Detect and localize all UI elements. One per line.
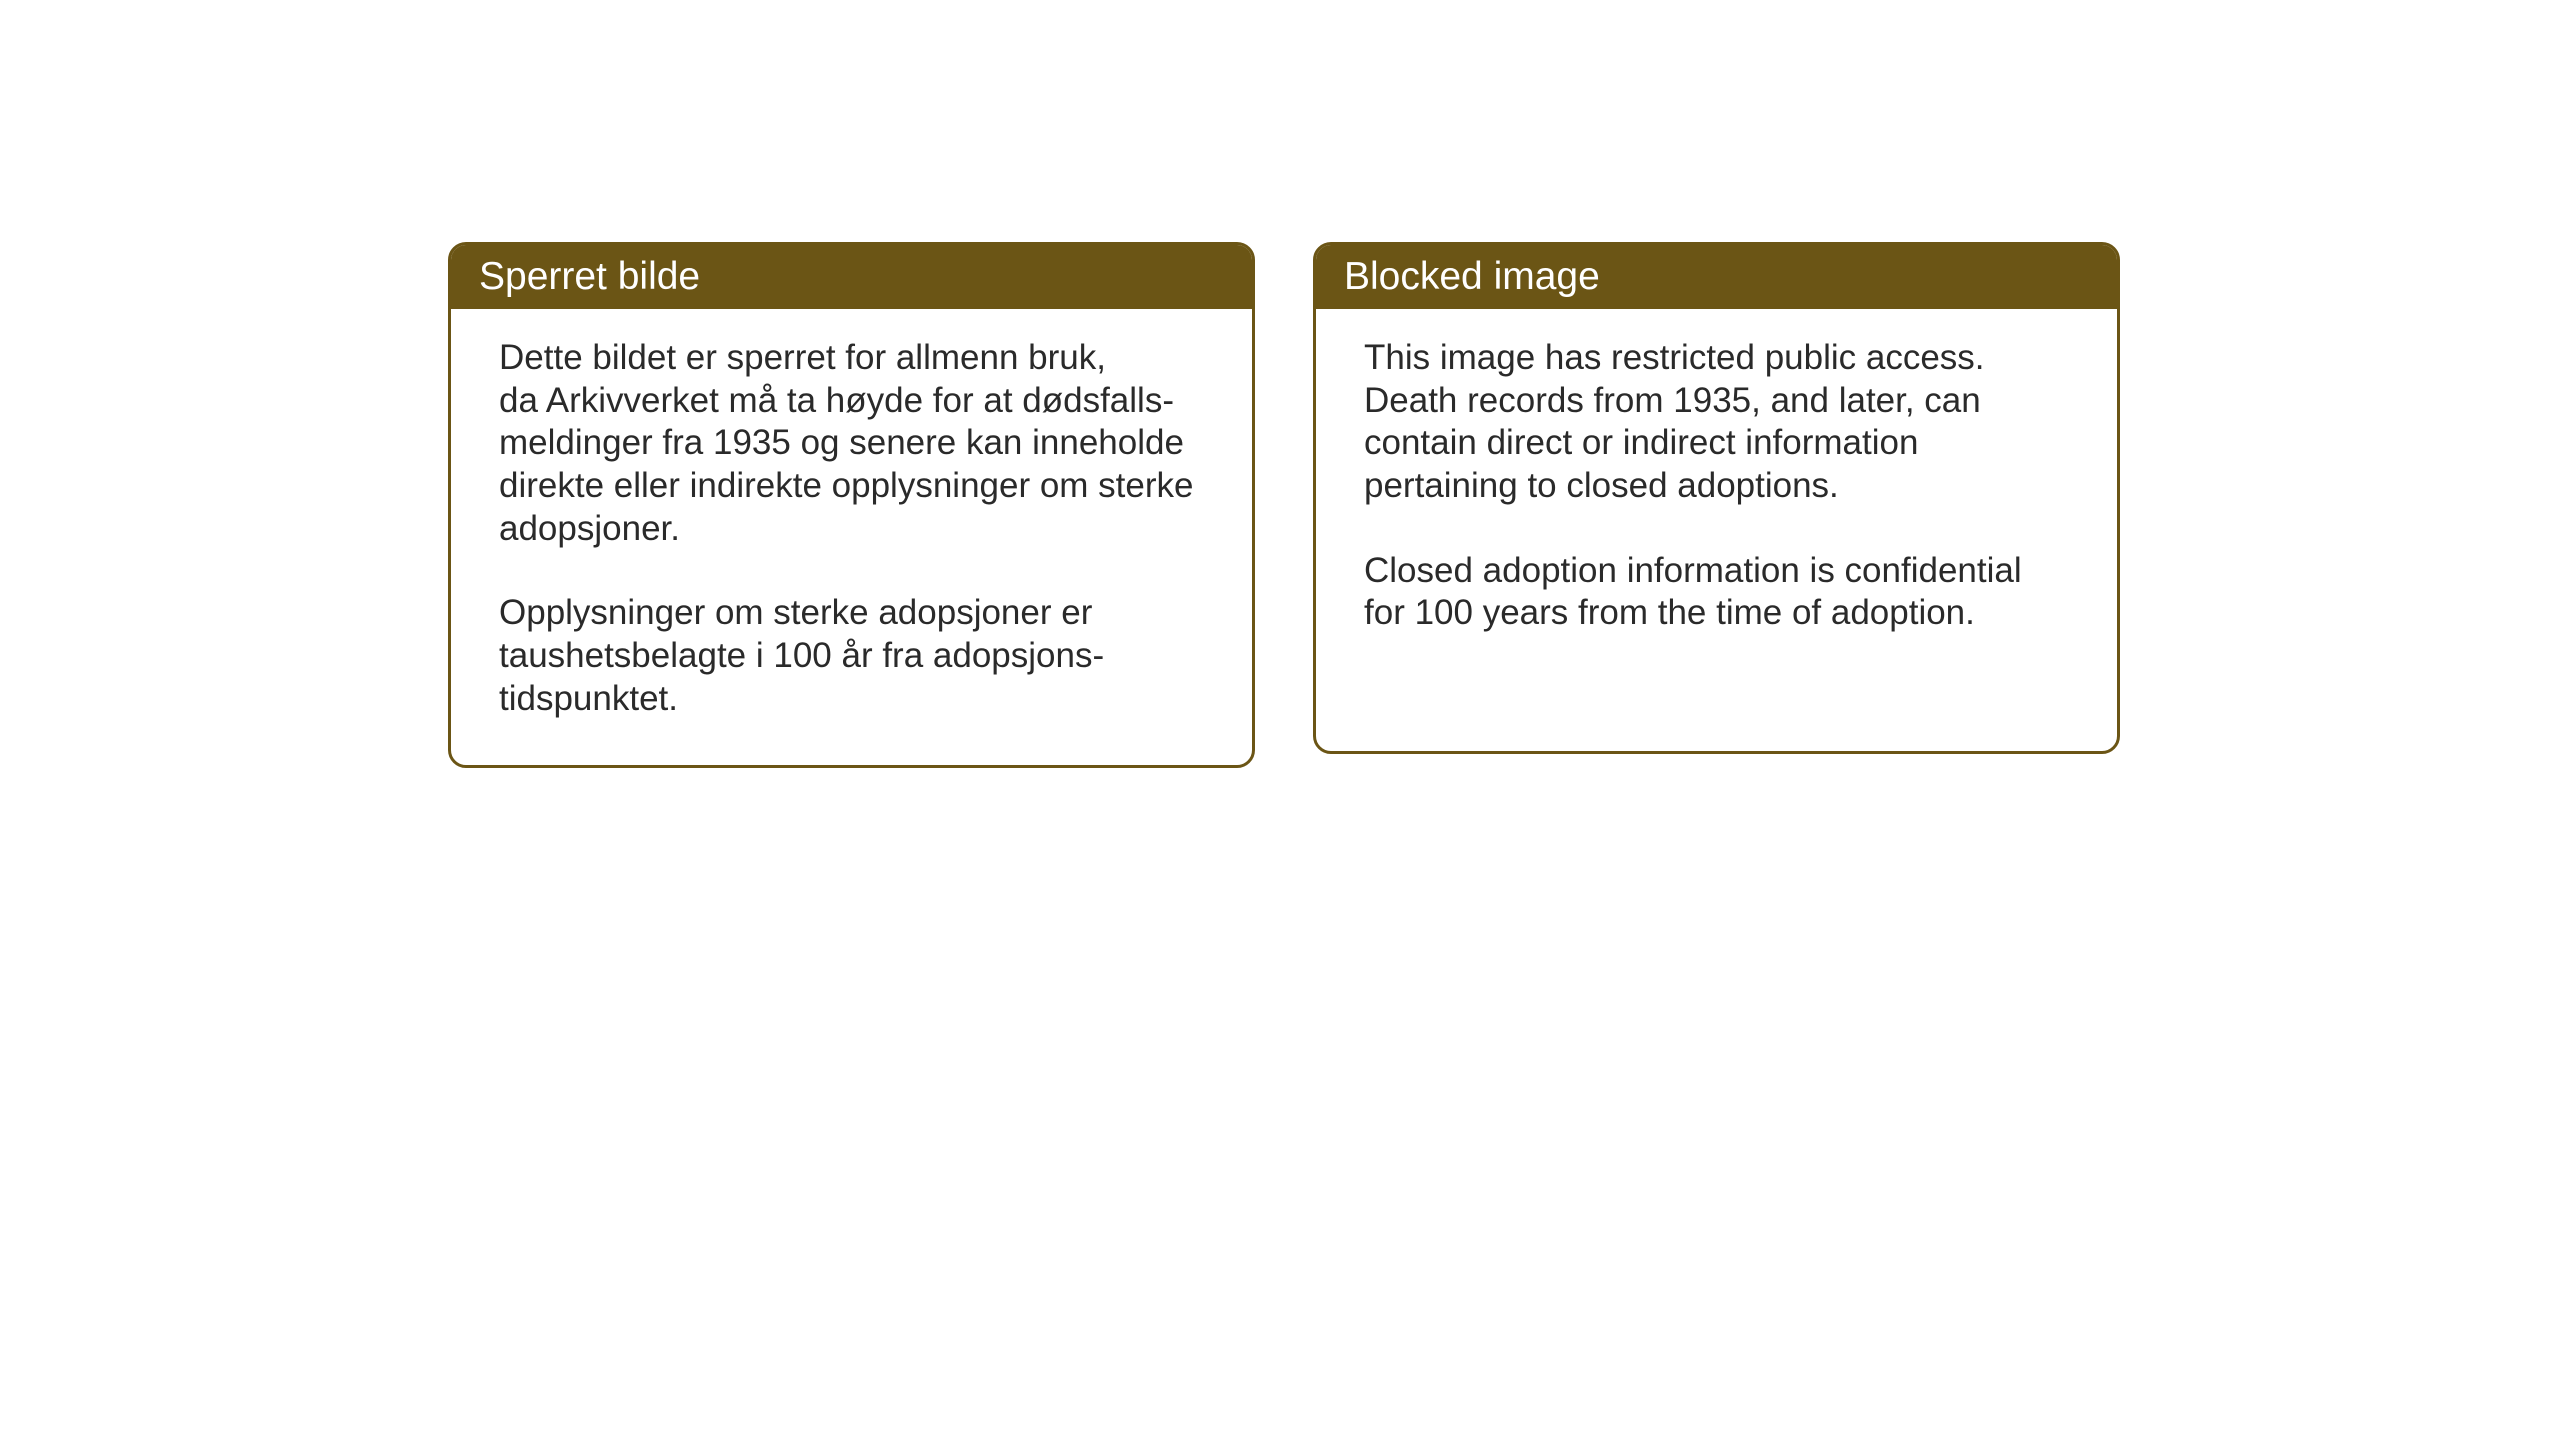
- notice-card-norwegian: Sperret bilde Dette bildet er sperret fo…: [448, 242, 1255, 768]
- card-header-norwegian: Sperret bilde: [451, 245, 1252, 309]
- card-header-english: Blocked image: [1316, 245, 2117, 309]
- notice-card-english: Blocked image This image has restricted …: [1313, 242, 2120, 754]
- card-title-english: Blocked image: [1344, 255, 1600, 298]
- card-title-norwegian: Sperret bilde: [479, 255, 700, 298]
- card-paragraph-2-english: Closed adoption information is confident…: [1364, 550, 2069, 635]
- card-paragraph-2-norwegian: Opplysninger om sterke adopsjoner er tau…: [499, 592, 1204, 720]
- card-paragraph-1-english: This image has restricted public access.…: [1364, 337, 2069, 508]
- notice-cards-container: Sperret bilde Dette bildet er sperret fo…: [448, 242, 2120, 768]
- card-body-norwegian: Dette bildet er sperret for allmenn bruk…: [451, 309, 1252, 765]
- card-body-english: This image has restricted public access.…: [1316, 309, 2117, 679]
- card-paragraph-1-norwegian: Dette bildet er sperret for allmenn bruk…: [499, 337, 1204, 550]
